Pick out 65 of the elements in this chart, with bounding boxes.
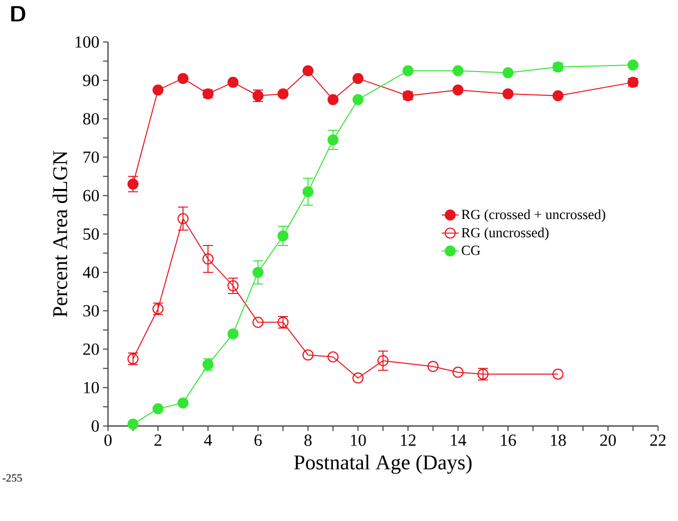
point bbox=[227, 280, 239, 292]
x-tick-label: 18 bbox=[551, 434, 566, 446]
point bbox=[302, 65, 314, 76]
point bbox=[202, 253, 214, 264]
point bbox=[327, 351, 339, 362]
point bbox=[552, 90, 564, 102]
y-tick-label: 90 bbox=[83, 74, 99, 86]
point bbox=[177, 213, 189, 224]
point bbox=[402, 65, 414, 76]
text: D bbox=[11, 6, 26, 22]
legend-label: RG (crossed + uncrossed) bbox=[462, 209, 606, 222]
point bbox=[302, 186, 314, 198]
y-tick-label: 10 bbox=[84, 382, 99, 394]
point bbox=[228, 328, 239, 340]
point bbox=[302, 349, 314, 360]
x-axis-title: Postnatal Age (Days) bbox=[294, 454, 472, 474]
point bbox=[128, 178, 139, 190]
legend-label: CG bbox=[462, 246, 480, 256]
point bbox=[128, 418, 139, 430]
x-tick-label: 22 bbox=[650, 434, 666, 446]
point bbox=[502, 67, 514, 78]
point bbox=[278, 230, 289, 242]
point bbox=[352, 372, 364, 384]
point bbox=[328, 94, 339, 106]
x-tick-label: 6 bbox=[254, 434, 262, 446]
x-tick-label: 16 bbox=[501, 434, 516, 446]
y-tick-label: 20 bbox=[83, 343, 99, 355]
y-tick-label: 40 bbox=[82, 266, 99, 278]
point bbox=[252, 266, 264, 278]
point bbox=[178, 397, 189, 408]
point bbox=[278, 88, 289, 100]
text: -255 bbox=[2, 474, 22, 482]
y-tick-label: 70 bbox=[84, 151, 99, 163]
y-tick-label: 80 bbox=[83, 113, 99, 125]
x-tick-label: 10 bbox=[351, 434, 366, 446]
legend-label: RG (uncrossed) bbox=[462, 228, 549, 240]
point bbox=[328, 134, 339, 146]
x-tick-label: 0 bbox=[104, 434, 112, 446]
point bbox=[178, 72, 189, 84]
y-tick-label: 60 bbox=[83, 190, 99, 202]
point bbox=[502, 88, 514, 100]
point bbox=[552, 368, 564, 380]
point bbox=[427, 360, 439, 372]
point bbox=[452, 84, 464, 96]
x-tick-label: 14 bbox=[451, 434, 466, 446]
point bbox=[452, 65, 464, 76]
y-tick-label: 50 bbox=[84, 228, 99, 240]
point bbox=[152, 84, 164, 96]
point bbox=[352, 94, 364, 106]
point bbox=[152, 403, 164, 414]
y-tick-label: 30 bbox=[83, 305, 99, 317]
y-tick-label: 100 bbox=[76, 36, 99, 48]
y-axis-title: Percent Area dLGN bbox=[52, 150, 68, 318]
y-tick-label: 0 bbox=[92, 420, 99, 432]
x-tick-label: 8 bbox=[304, 434, 312, 446]
point bbox=[452, 366, 464, 378]
point bbox=[252, 316, 264, 328]
x-tick-label: 12 bbox=[401, 434, 416, 446]
point bbox=[228, 76, 239, 88]
point bbox=[628, 60, 639, 71]
x-tick-label: 2 bbox=[154, 434, 162, 446]
x-tick-label: 4 bbox=[204, 434, 212, 446]
point bbox=[377, 355, 389, 366]
x-tick-label: 20 bbox=[600, 434, 616, 446]
point bbox=[352, 72, 364, 84]
